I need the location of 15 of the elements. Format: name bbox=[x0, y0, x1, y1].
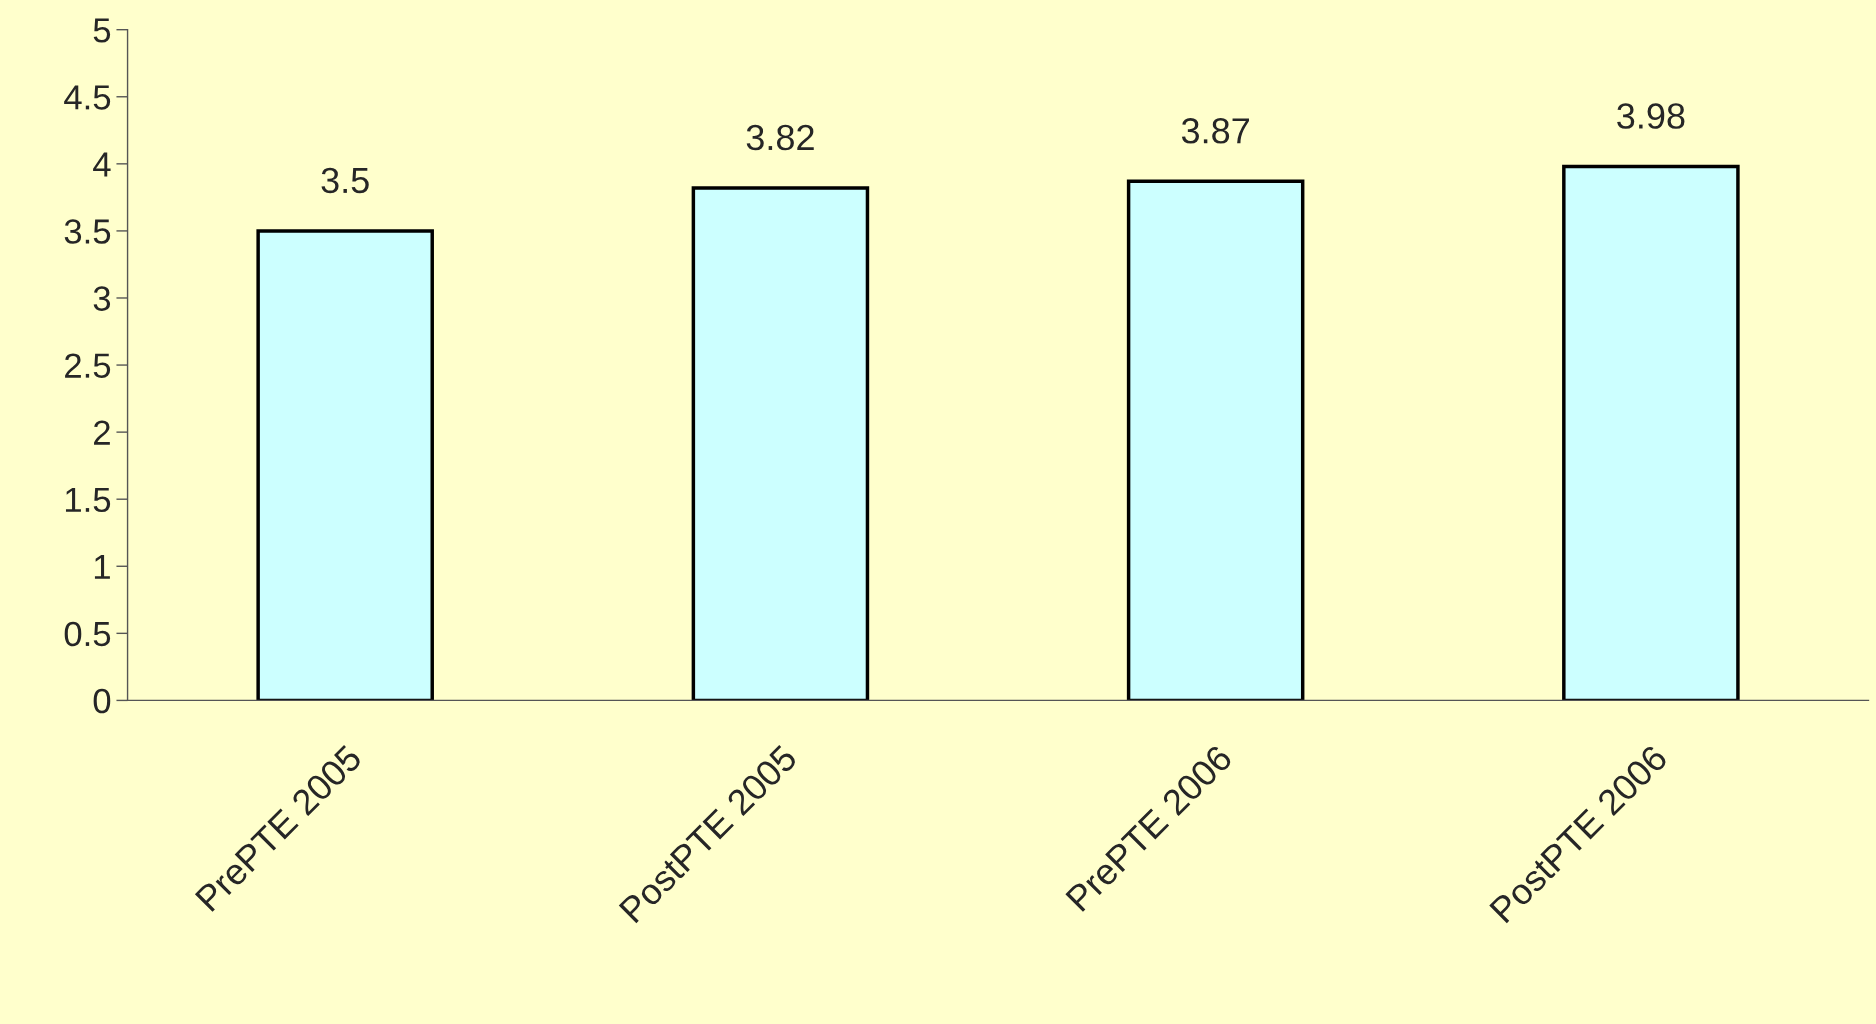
y-tick-label: 0.5 bbox=[64, 621, 111, 647]
y-tick-label: 1 bbox=[94, 554, 110, 579]
y-tick-label: 4 bbox=[93, 152, 111, 177]
data-label: 3.5 bbox=[321, 167, 369, 194]
y-tick-label: 3.5 bbox=[64, 219, 111, 244]
y-tick-label: 0 bbox=[93, 688, 111, 714]
y-tick-label: 1.5 bbox=[65, 487, 111, 513]
data-label: 3.98 bbox=[1617, 103, 1685, 129]
y-tick-label: 2 bbox=[94, 420, 110, 445]
y-tick-label: 5 bbox=[93, 18, 111, 43]
y-tick-label: 2.5 bbox=[65, 353, 111, 378]
y-tick-label: 4.5 bbox=[64, 85, 111, 110]
data-label: 3.82 bbox=[746, 124, 814, 151]
data-label: 3.87 bbox=[1181, 118, 1249, 144]
y-tick-label: 3 bbox=[93, 286, 111, 311]
